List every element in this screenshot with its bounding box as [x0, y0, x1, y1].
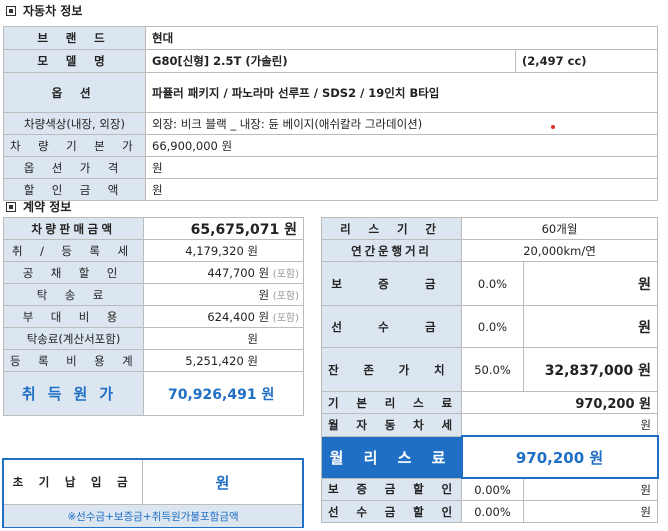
lease-period-value: 60개월: [460, 217, 659, 240]
table-row: 브 랜 드 현대: [3, 26, 659, 50]
initial-payment-value: 원: [215, 473, 230, 492]
delivery-fee-value: 원: [258, 287, 270, 302]
acquisition-cost-label: 취득원가: [3, 371, 144, 416]
displacement-value: (2,497 cc): [514, 49, 659, 73]
base-price-value: 66,900,000 원: [144, 134, 659, 157]
incidental-cost-value: 624,400 원: [207, 309, 270, 324]
model-value: G80[신형] 2.5T (가솔린): [145, 49, 516, 73]
table-row: 차 량 기 본 가 66,900,000 원: [3, 134, 659, 157]
table-row: 월 리 스 료 970,200 원: [321, 435, 659, 479]
monthly-car-tax-label: 월 자 동 차 세: [321, 413, 462, 437]
monthly-lease-value: 970,200 원: [460, 435, 659, 479]
table-row: 차량판매금액 65,675,071 원: [3, 217, 304, 240]
table-row: 리 스 기 간 60개월: [321, 217, 659, 240]
table-row: 월 자 동 차 세 원: [321, 413, 659, 437]
option-value: 파퓰러 패키지 / 파노라마 선루프 / SDS2 / 19인치 B타입: [144, 72, 659, 113]
deposit-label: 보 증 금: [321, 261, 462, 306]
delivery-invoice-label: 탁송료(계산서포함): [3, 327, 144, 350]
residual-value-label: 잔 존 가 치: [321, 347, 462, 392]
sale-price-label: 차량판매금액: [3, 217, 144, 240]
table-row: 기 본 리 스 료 970,200 원: [321, 391, 659, 414]
registration-tax-value: 4,179,320 원: [143, 239, 304, 262]
acquisition-cost-value: 70,926,491 원: [143, 371, 304, 416]
base-lease-label: 기 본 리 스 료: [321, 391, 462, 414]
table-row: 공 채 할 인 447,700 원 (포함): [3, 261, 304, 284]
table-row: 모 델 명 G80[신형] 2.5T (가솔린) (2,497 cc): [3, 49, 659, 73]
option-price-label: 옵 션 가 격: [3, 156, 146, 179]
delivery-fee-note: (포함): [272, 290, 299, 302]
deposit-value: 원: [522, 261, 659, 306]
table-row: 선 수 금 0.0% 원: [321, 305, 659, 348]
vehicle-section-title: 자동차 정보: [6, 2, 82, 19]
sale-price-value: 65,675,071 원: [143, 217, 304, 240]
deposit-discount-label: 보 증 금 할 인: [321, 477, 462, 501]
residual-value-pct: 50.0%: [461, 347, 524, 392]
option-price-value: 원: [144, 156, 659, 179]
initial-payment-label: 초 기 납 입 금: [4, 460, 143, 504]
residual-value-value: 32,837,000 원: [522, 347, 659, 392]
prepayment-value: 원: [522, 305, 659, 348]
contract-left-table: 차량판매금액 65,675,071 원 취 / 등 록 세 4,179,320 …: [3, 217, 304, 416]
red-dot-marker: [551, 125, 555, 129]
deposit-pct: 0.0%: [461, 261, 524, 306]
brand-value: 현대: [144, 26, 659, 50]
initial-payment-box: 초 기 납 입 금 원 ※선수금+보증금+취득원가불포함금액: [2, 458, 304, 528]
table-row: 등 록 비 용 계 5,251,420 원: [3, 349, 304, 372]
annual-mileage-value: 20,000km/연: [460, 239, 659, 262]
registration-total-label: 등 록 비 용 계: [3, 349, 144, 372]
base-lease-value: 970,200 원: [460, 391, 659, 414]
prepayment-pct: 0.0%: [461, 305, 524, 348]
deposit-discount-pct: 0.00%: [461, 477, 524, 501]
table-row: 부 대 비 용 624,400 원 (포함): [3, 305, 304, 328]
table-row: 선 수 금 할 인 0.00% 원: [321, 500, 659, 523]
table-row: 할 인 금 액 원: [3, 178, 659, 201]
table-row: 보 증 금 0.0% 원: [321, 261, 659, 306]
brand-label: 브 랜 드: [3, 26, 146, 50]
prepayment-discount-label: 선 수 금 할 인: [321, 500, 462, 523]
initial-payment-note: ※선수금+보증금+취득원가불포함금액: [4, 505, 302, 527]
vehicle-table: 브 랜 드 현대 모 델 명 G80[신형] 2.5T (가솔린) (2,497…: [3, 26, 659, 201]
table-row: 옵 션 가 격 원: [3, 156, 659, 179]
table-row: 탁 송 료 원 (포함): [3, 283, 304, 306]
lease-period-label: 리 스 기 간: [321, 217, 462, 240]
square-bullet-icon: [6, 201, 16, 212]
table-row: 잔 존 가 치 50.0% 32,837,000 원: [321, 347, 659, 392]
table-row: 취 / 등 록 세 4,179,320 원: [3, 239, 304, 262]
color-value: 외장: 비크 블랙 _ 내장: 듄 베이지(애쉬칼라 그라데이션): [144, 112, 659, 135]
discount-amount-value: 원: [144, 178, 659, 201]
table-row: 보 증 금 할 인 0.00% 원: [321, 477, 659, 501]
monthly-car-tax-value: 원: [460, 413, 659, 437]
incidental-cost-label: 부 대 비 용: [3, 305, 144, 328]
incidental-cost-note: (포함): [272, 312, 299, 324]
registration-tax-label: 취 / 등 록 세: [3, 239, 144, 262]
annual-mileage-label: 연간운행거리: [321, 239, 462, 262]
registration-total-value: 5,251,420 원: [143, 349, 304, 372]
discount-amount-label: 할 인 금 액: [3, 178, 146, 201]
base-price-label: 차 량 기 본 가: [3, 134, 146, 157]
color-label: 차량색상(내장, 외장): [3, 112, 146, 135]
prepayment-label: 선 수 금: [321, 305, 462, 348]
prepayment-discount-pct: 0.00%: [461, 500, 524, 523]
option-label: 옵 션: [3, 72, 146, 113]
bond-discount-note: (포함): [272, 268, 299, 280]
prepayment-discount-value: 원: [522, 500, 659, 523]
contract-right-table: 리 스 기 간 60개월 연간운행거리 20,000km/연 보 증 금 0.0…: [321, 217, 659, 523]
bond-discount-label: 공 채 할 인: [3, 261, 144, 284]
table-row: 연간운행거리 20,000km/연: [321, 239, 659, 262]
table-row: 취득원가 70,926,491 원: [3, 371, 304, 416]
deposit-discount-value: 원: [522, 477, 659, 501]
delivery-invoice-value: 원: [143, 327, 304, 350]
model-label: 모 델 명: [3, 49, 146, 73]
delivery-fee-label: 탁 송 료: [3, 283, 144, 306]
table-row: 탁송료(계산서포함) 원: [3, 327, 304, 350]
monthly-lease-label: 월 리 스 료: [321, 435, 462, 479]
table-row: 차량색상(내장, 외장) 외장: 비크 블랙 _ 내장: 듄 베이지(애쉬칼라 …: [3, 112, 659, 135]
table-row: 옵 션 파퓰러 패키지 / 파노라마 선루프 / SDS2 / 19인치 B타입: [3, 72, 659, 113]
contract-section-title: 계약 정보: [6, 198, 71, 215]
square-bullet-icon: [6, 5, 16, 16]
bond-discount-value: 447,700 원: [207, 265, 270, 280]
